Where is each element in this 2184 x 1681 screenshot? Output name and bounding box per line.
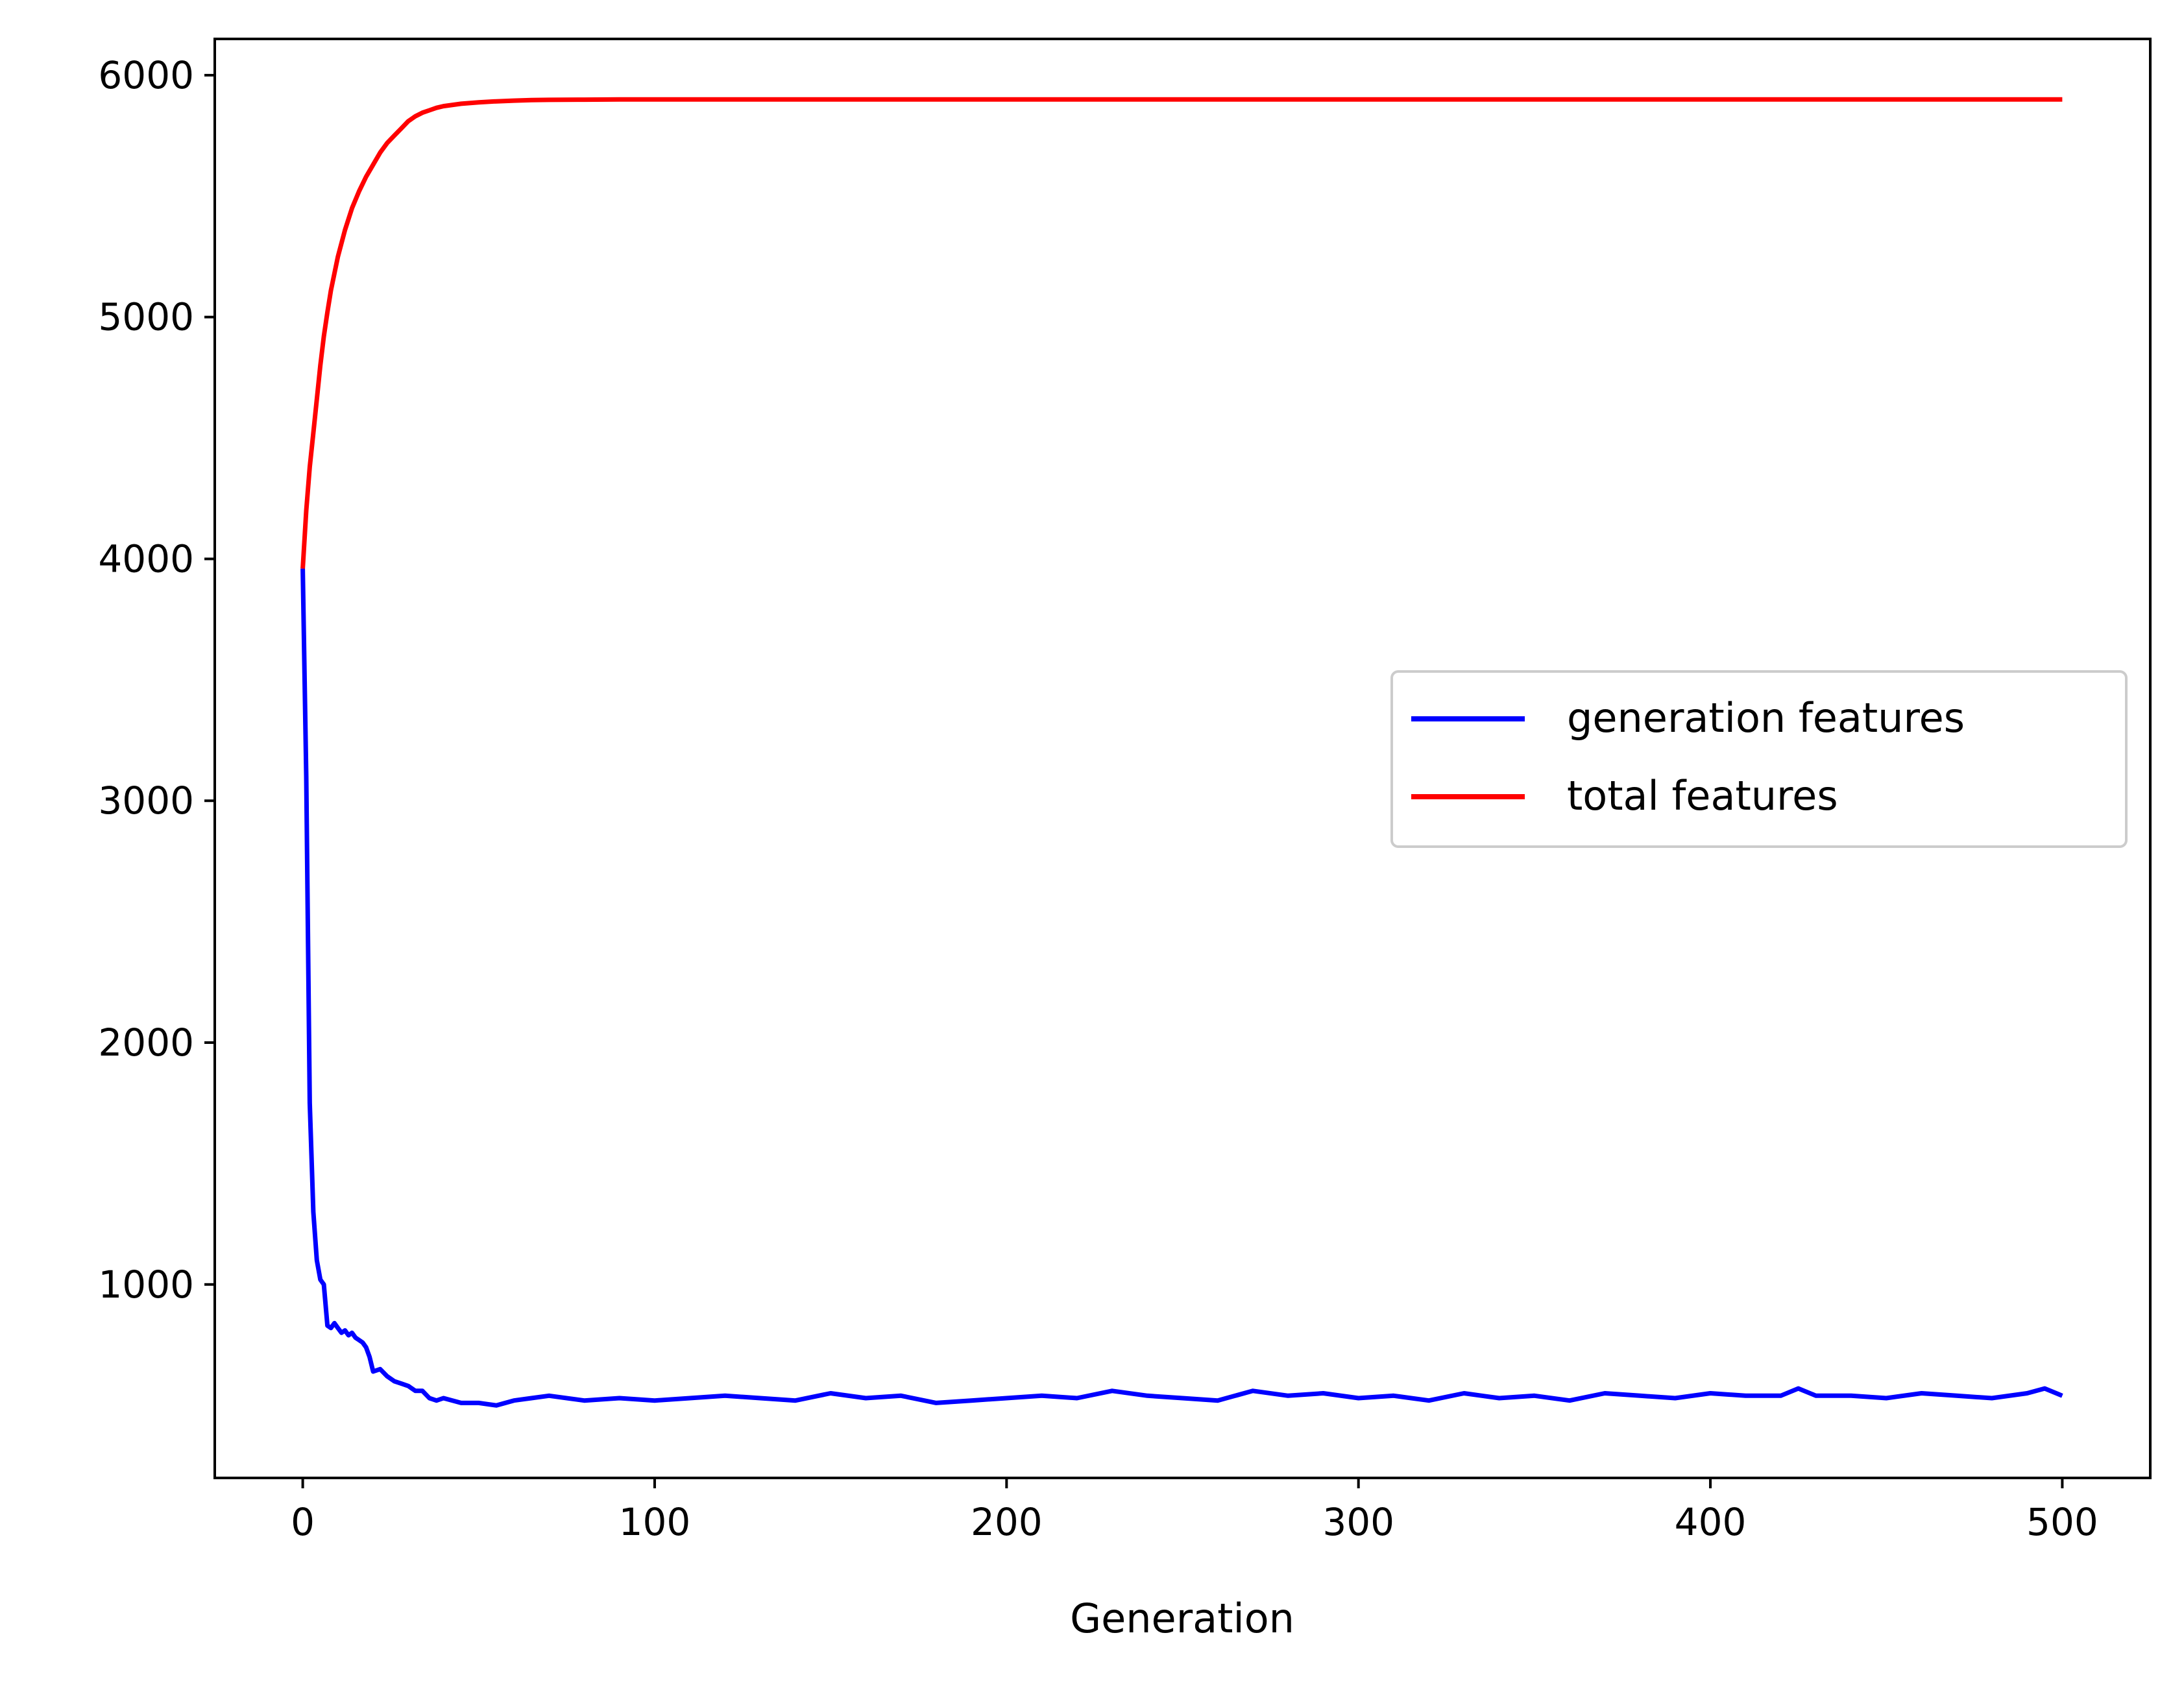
x-tick-label-200: 200 xyxy=(971,1500,1043,1544)
legend-box xyxy=(1390,670,2128,848)
y-tick-label-4000: 4000 xyxy=(98,537,194,581)
x-tick-label-0: 0 xyxy=(291,1500,315,1544)
x-tick-label-400: 400 xyxy=(1675,1500,1747,1544)
y-tick-label-6000: 6000 xyxy=(98,53,194,97)
series-line-generation-features xyxy=(300,568,2063,1408)
y-axis: 1000 2000 3000 4000 5000 6000 xyxy=(98,53,215,1307)
legend: generation features total features xyxy=(1390,670,2128,848)
y-tick-label-1000: 1000 xyxy=(98,1263,194,1307)
x-tick-label-500: 500 xyxy=(2026,1500,2098,1544)
series-layer xyxy=(300,97,2063,1408)
x-axis: 0 100 200 300 400 500 xyxy=(291,1478,2098,1544)
legend-label-total-features: total features xyxy=(1567,772,1838,819)
x-axis-label: Generation xyxy=(1070,1595,1294,1642)
series-line-total-features xyxy=(300,97,2063,569)
y-tick-label-3000: 3000 xyxy=(98,779,194,823)
plot-frame xyxy=(213,38,2152,1479)
y-tick-label-2000: 2000 xyxy=(98,1021,194,1065)
x-tick-label-300: 300 xyxy=(1322,1500,1394,1544)
y-tick-label-5000: 5000 xyxy=(98,295,194,339)
x-tick-label-100: 100 xyxy=(619,1500,691,1544)
legend-label-generation-features: generation features xyxy=(1567,694,1965,742)
